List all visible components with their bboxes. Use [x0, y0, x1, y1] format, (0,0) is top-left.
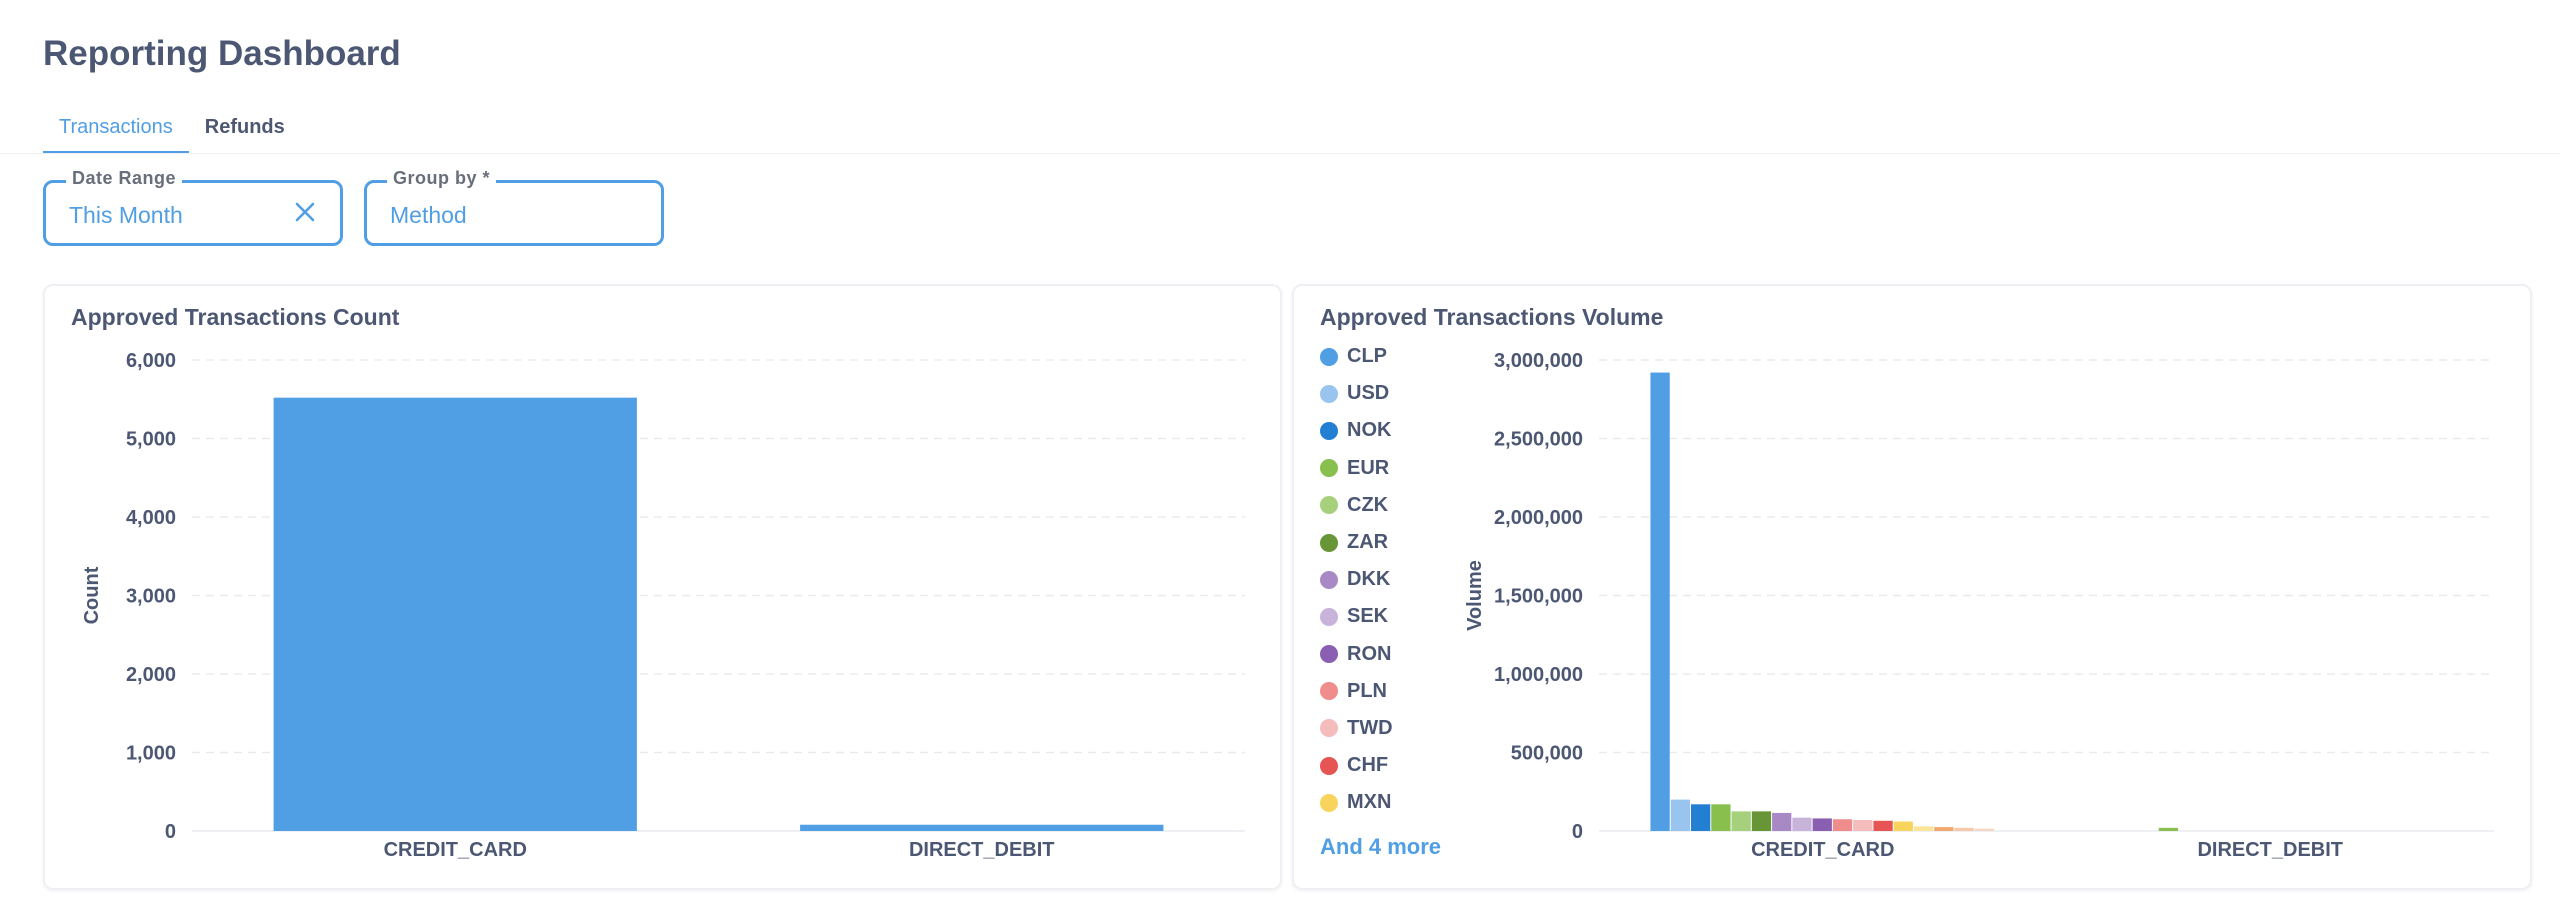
- x-tick-label: DIRECT_DEBIT: [909, 839, 1055, 861]
- y-tick-label: 2,000: [126, 664, 176, 686]
- bar-other-credit-card: [1913, 826, 1934, 831]
- bar-zar-credit-card: [1751, 811, 1772, 831]
- bar-other-credit-card: [1934, 827, 1954, 831]
- legend-item-czk[interactable]: CZK: [1320, 487, 1441, 524]
- legend-label: PLN: [1347, 679, 1387, 702]
- card-title: Approved Transactions Volume: [1320, 304, 1664, 330]
- legend-item-dkk[interactable]: DKK: [1320, 561, 1441, 598]
- legend-item-sek[interactable]: SEK: [1320, 598, 1441, 635]
- legend-dot-icon: [1320, 682, 1338, 701]
- legend-dot-icon: [1320, 533, 1338, 552]
- x-tick-label: CREDIT_CARD: [1751, 839, 1894, 861]
- card-title: Approved Transactions Count: [71, 304, 400, 330]
- approved-transactions-volume-card: Approved Transactions Volume CLP USD NOK EU…: [1292, 284, 2532, 890]
- legend-more-link[interactable]: And 4 more: [1320, 834, 1442, 860]
- transactions-count-chart: 0 1,000 2,000 3,000 4,000 5,000 6,000 Count CRED…: [81, 350, 1245, 861]
- legend-item-clp[interactable]: CLP: [1320, 338, 1441, 375]
- group-by-filter[interactable]: Group by * Method: [364, 168, 664, 246]
- x-tick-label: DIRECT_DEBIT: [2197, 839, 2343, 861]
- y-tick-label: 6,000: [126, 350, 176, 372]
- bar-other-credit-card: [1974, 828, 1995, 831]
- group-by-label: Group by *: [387, 168, 497, 189]
- legend-label: USD: [1347, 382, 1390, 405]
- legend-label: DKK: [1347, 568, 1391, 591]
- bar-ron-credit-card: [1812, 818, 1832, 831]
- group-by-value[interactable]: Method: [390, 202, 467, 228]
- bar-eur-credit-card: [1711, 804, 1731, 831]
- bar-pln-credit-card: [1832, 819, 1853, 831]
- y-axis-label: Volume: [1464, 560, 1486, 631]
- tabs-divider: [0, 153, 2560, 154]
- bar-usd-credit-card: [1670, 799, 1691, 831]
- y-tick-label: 0: [1572, 821, 1583, 843]
- transactions-volume-chart: 0 500,000 1,000,000 1,500,000 2,000,000 2,500…: [1464, 350, 2494, 861]
- y-tick-label: 3,000,000: [1494, 350, 1583, 372]
- y-tick-label: 1,000,000: [1494, 664, 1583, 686]
- page-title: Reporting Dashboard: [43, 34, 401, 73]
- legend-label: TWD: [1347, 716, 1393, 739]
- bar-dkk-credit-card: [1772, 812, 1792, 831]
- date-range-value[interactable]: This Month: [69, 202, 183, 228]
- y-axis-label: Count: [81, 566, 103, 624]
- bar-czk-credit-card: [1731, 811, 1751, 831]
- bar-mxn-credit-card: [1893, 821, 1913, 831]
- legend-dot-icon: [1320, 719, 1338, 738]
- bar-credit-card: [273, 397, 637, 831]
- bar-clp-credit-card: [1650, 372, 1670, 831]
- y-tick-label: 500,000: [1511, 743, 1583, 765]
- legend-label: MXN: [1347, 791, 1392, 814]
- legend-dot-icon: [1320, 496, 1338, 515]
- date-range-filter[interactable]: Date Range This Month: [43, 168, 343, 246]
- chart-legend: CLP USD NOK EUR CZK ZAR DKK SEK RON PLN TWD CHF MXN A…: [1320, 338, 1441, 860]
- legend-item-twd[interactable]: TWD: [1320, 710, 1441, 747]
- legend-item-ron[interactable]: RON: [1320, 636, 1441, 673]
- bar-nok-credit-card: [1691, 804, 1711, 831]
- bar-other-credit-card: [1954, 827, 1974, 831]
- y-tick-label: 5,000: [126, 429, 176, 451]
- y-tick-label: 4,000: [126, 507, 176, 529]
- legend-label: CLP: [1347, 345, 1387, 368]
- bar-twd-credit-card: [1853, 820, 1873, 831]
- legend-item-chf[interactable]: CHF: [1320, 747, 1441, 784]
- legend-label: SEK: [1347, 605, 1389, 628]
- bar-direct-debit: [800, 824, 1164, 831]
- tab-refunds[interactable]: Refunds: [204, 116, 285, 138]
- legend-item-eur[interactable]: EUR: [1320, 450, 1441, 487]
- y-tick-label: 2,500,000: [1494, 429, 1583, 451]
- legend-item-nok[interactable]: NOK: [1320, 412, 1441, 449]
- legend-dot-icon: [1320, 421, 1338, 440]
- legend-item-mxn[interactable]: MXN: [1320, 784, 1441, 821]
- y-tick-label: 1,500,000: [1494, 586, 1583, 608]
- legend-dot-icon: [1320, 570, 1338, 589]
- legend-label: NOK: [1347, 419, 1392, 442]
- bar-chf-credit-card: [1873, 820, 1893, 831]
- legend-dot-icon: [1320, 793, 1338, 812]
- legend-label: ZAR: [1347, 531, 1389, 554]
- legend-item-pln[interactable]: PLN: [1320, 673, 1441, 710]
- y-tick-label: 1,000: [126, 743, 176, 765]
- legend-label: RON: [1347, 642, 1392, 665]
- legend-dot-icon: [1320, 645, 1338, 664]
- bar-eur-direct-debit: [2158, 827, 2179, 831]
- legend-item-zar[interactable]: ZAR: [1320, 524, 1441, 561]
- y-tick-label: 3,000: [126, 586, 176, 608]
- legend-dot-icon: [1320, 347, 1338, 366]
- tab-transactions[interactable]: Transactions: [43, 110, 189, 154]
- legend-label: CZK: [1347, 493, 1389, 516]
- legend-label: EUR: [1347, 456, 1390, 479]
- y-tick-label: 2,000,000: [1494, 507, 1583, 529]
- y-tick-label: 0: [165, 821, 176, 843]
- legend-label: CHF: [1347, 754, 1389, 777]
- legend-dot-icon: [1320, 459, 1338, 478]
- date-range-label: Date Range: [66, 168, 183, 189]
- legend-dot-icon: [1320, 756, 1338, 775]
- tab-bar: Transactions Refunds: [43, 110, 301, 154]
- legend-item-usd[interactable]: USD: [1320, 375, 1441, 412]
- legend-dot-icon: [1320, 607, 1338, 626]
- close-icon[interactable]: [294, 201, 316, 223]
- approved-transactions-count-card: Approved Transactions Count 0 1,000 2,000 3…: [43, 284, 1282, 890]
- legend-dot-icon: [1320, 384, 1338, 403]
- x-tick-label: CREDIT_CARD: [384, 839, 527, 861]
- bar-sek-credit-card: [1792, 817, 1812, 831]
